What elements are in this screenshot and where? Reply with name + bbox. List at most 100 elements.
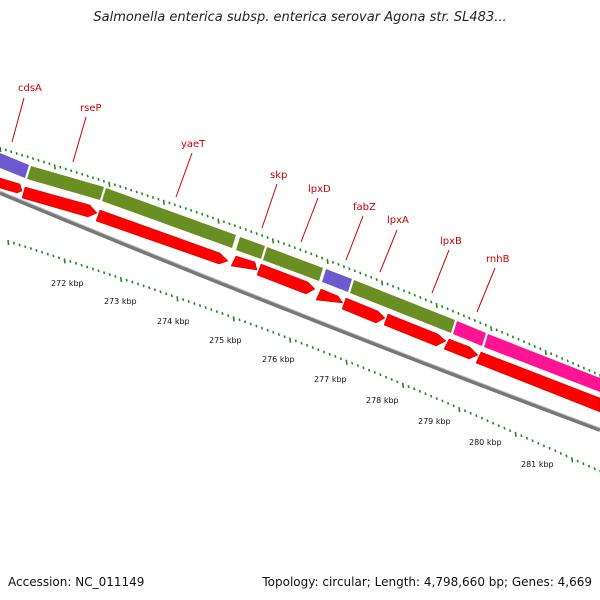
cds-arrow-5[interactable] bbox=[256, 263, 316, 295]
tick-mark bbox=[484, 323, 487, 327]
gene-band-fabZ[interactable] bbox=[322, 269, 352, 292]
gene-label-lpxA[interactable]: lpxA bbox=[387, 215, 409, 226]
tick-mark bbox=[136, 282, 140, 286]
cds-arrow-6[interactable] bbox=[315, 288, 344, 304]
cds-arrow-3[interactable] bbox=[95, 209, 229, 265]
tick-mark bbox=[550, 352, 553, 356]
cds-arrow-8[interactable] bbox=[383, 313, 447, 347]
gene-label-skp[interactable]: skp bbox=[270, 170, 287, 181]
topology-summary: Topology: circular; Length: 4,798,660 bp… bbox=[262, 575, 592, 589]
tick-mark bbox=[35, 249, 38, 252]
tick-mark bbox=[561, 357, 564, 360]
tick-mark bbox=[451, 309, 455, 313]
tick-mark bbox=[386, 282, 389, 286]
tick-mark bbox=[215, 310, 218, 313]
tick-mark bbox=[317, 348, 320, 352]
tick-mark bbox=[571, 361, 575, 365]
gene-label-fabZ[interactable]: fabZ bbox=[353, 202, 376, 213]
tick-mark bbox=[582, 462, 585, 466]
tick-mark bbox=[525, 436, 529, 440]
tick-mark bbox=[244, 320, 247, 324]
tick-mark bbox=[210, 308, 213, 311]
gene-band-yaeT[interactable] bbox=[102, 188, 236, 248]
tick-mark bbox=[462, 314, 465, 318]
tick-mark bbox=[582, 366, 585, 370]
cds-arrow-4[interactable] bbox=[230, 255, 258, 271]
tick-mark bbox=[260, 326, 264, 330]
cds-arrow-2[interactable] bbox=[21, 186, 98, 218]
tick-mark bbox=[463, 409, 467, 413]
tick-mark bbox=[91, 267, 94, 271]
tick-mark bbox=[458, 407, 461, 413]
gene-band-lpxA[interactable] bbox=[350, 280, 455, 333]
tick-mark bbox=[539, 347, 542, 351]
tick-mark bbox=[31, 157, 35, 160]
tick-mark bbox=[182, 298, 185, 301]
tick-mark bbox=[135, 190, 138, 194]
ruler-label: 276 kbp bbox=[262, 355, 295, 364]
tick-mark bbox=[441, 399, 444, 403]
tick-mark bbox=[168, 201, 171, 205]
tick-mark bbox=[356, 364, 359, 367]
tick-mark bbox=[424, 392, 427, 396]
tick-mark bbox=[577, 364, 580, 368]
gene-band-rseP[interactable] bbox=[27, 166, 104, 200]
gene-label-rseP[interactable]: rseP bbox=[80, 103, 102, 114]
tick-mark bbox=[457, 312, 460, 315]
gene-band-lpxB[interactable] bbox=[453, 321, 486, 346]
gene-band-lpxD[interactable] bbox=[263, 247, 323, 281]
tick-mark bbox=[125, 278, 128, 282]
tick-mark bbox=[80, 263, 83, 267]
tick-mark bbox=[250, 230, 253, 233]
tick-mark bbox=[57, 256, 61, 260]
tick-mark bbox=[385, 375, 388, 379]
gene-band-rnhB[interactable] bbox=[484, 334, 600, 392]
gene-label-cdsA[interactable]: cdsA bbox=[18, 83, 42, 94]
cds-track bbox=[0, 177, 600, 413]
tick-mark bbox=[170, 294, 173, 298]
tick-mark bbox=[103, 271, 106, 275]
cds-arrow-7[interactable] bbox=[341, 297, 386, 324]
tick-mark bbox=[162, 199, 165, 205]
tick-mark bbox=[266, 328, 269, 332]
tick-mark bbox=[151, 196, 155, 199]
tick-mark bbox=[206, 214, 209, 218]
gene-label-lpxD[interactable]: lpxD bbox=[308, 184, 331, 195]
cds-arrow-10[interactable] bbox=[475, 351, 600, 413]
tick-mark bbox=[321, 256, 324, 260]
tick-mark bbox=[21, 153, 24, 157]
tick-mark bbox=[221, 312, 224, 315]
tick-mark bbox=[542, 444, 545, 448]
tick-mark bbox=[179, 205, 182, 209]
tick-mark bbox=[342, 265, 345, 268]
tick-mark bbox=[311, 346, 314, 349]
tick-mark bbox=[381, 280, 384, 286]
tick-mark bbox=[198, 304, 202, 307]
tick-mark bbox=[565, 454, 568, 458]
tick-mark bbox=[211, 216, 215, 220]
tick-mark bbox=[217, 218, 220, 224]
cds-arrow-9[interactable] bbox=[443, 338, 479, 360]
tick-mark bbox=[359, 271, 362, 275]
tick-mark bbox=[187, 300, 190, 303]
tick-mark bbox=[509, 429, 512, 433]
gene-label-yaeT[interactable]: yaeT bbox=[181, 139, 206, 150]
cds-arrow-1[interactable] bbox=[0, 177, 23, 194]
tick-mark bbox=[593, 371, 596, 375]
tick-mark bbox=[173, 203, 176, 207]
tick-mark bbox=[294, 339, 297, 343]
gene-label-rnhB[interactable]: rnhB bbox=[486, 254, 510, 265]
tick-mark bbox=[97, 178, 100, 181]
gene-band-skp[interactable] bbox=[236, 237, 265, 259]
gene-band-cdsA[interactable] bbox=[0, 153, 29, 178]
tick-mark bbox=[548, 446, 551, 450]
gene-label-lpxB[interactable]: lpxB bbox=[440, 236, 462, 247]
tick-mark bbox=[141, 192, 144, 196]
tick-mark bbox=[146, 194, 149, 198]
tick-mark bbox=[348, 267, 351, 271]
ruler-label: 277 kbp bbox=[314, 375, 347, 384]
tick-mark bbox=[114, 275, 117, 278]
tick-mark bbox=[272, 330, 275, 334]
tick-mark bbox=[10, 150, 13, 154]
tick-mark bbox=[86, 265, 89, 269]
